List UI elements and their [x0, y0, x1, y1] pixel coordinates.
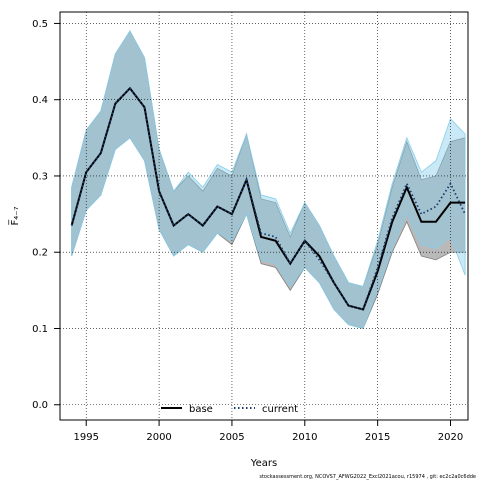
- y-tick-label-2: 0.2: [32, 248, 48, 259]
- x-tick-label-1995: 1995: [74, 432, 99, 443]
- legend: base current: [161, 404, 298, 415]
- x-axis-title: Years: [250, 458, 277, 469]
- plot-frame: [59, 11, 469, 421]
- x-tick-label-2010: 2010: [292, 432, 317, 443]
- x-tick-label-2005: 2005: [219, 432, 244, 443]
- y-tick-label-0: 0.0: [32, 400, 48, 411]
- legend-label-base: base: [189, 404, 213, 415]
- line-current: [70, 86, 466, 311]
- y-axis-title: F̅₄₋₇: [8, 206, 21, 225]
- y-tick-label-3: 0.3: [32, 171, 48, 182]
- series-lines: [70, 86, 466, 311]
- band-current: [71, 30, 466, 329]
- x-tick-label-2020: 2020: [438, 432, 463, 443]
- y-tick-label-1: 0.1: [32, 324, 48, 335]
- grid-lines: [60, 12, 468, 420]
- footer-note: stockassessment.org, NCOVS7_AFWG2022_Exc…: [259, 474, 476, 480]
- x-tick-label-2015: 2015: [365, 432, 390, 443]
- x-tick-label-2000: 2000: [146, 432, 171, 443]
- x-axis: 1995 2000 2005 2010 2015 2020: [74, 420, 463, 443]
- y-tick-label-4: 0.4: [32, 95, 48, 106]
- y-axis: 0.0 0.1 0.2 0.3 0.4 0.5: [32, 19, 60, 411]
- legend-label-current: current: [262, 404, 298, 415]
- y-tick-label-5: 0.5: [32, 19, 48, 30]
